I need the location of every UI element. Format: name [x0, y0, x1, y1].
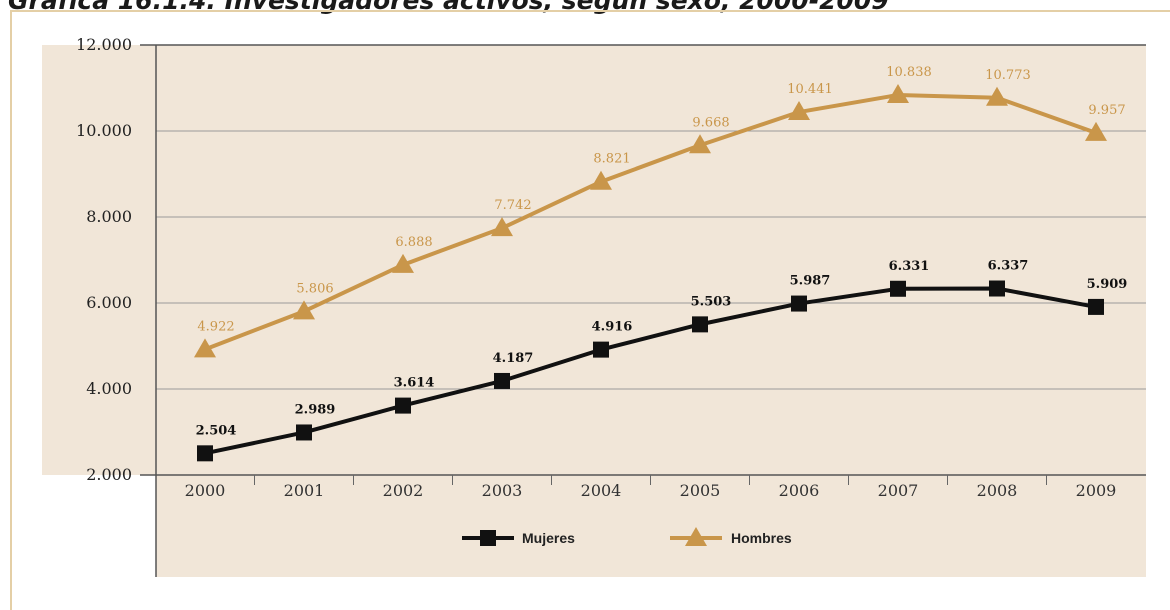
data-label: 6.337: [988, 259, 1029, 274]
data-label: 4.916: [592, 320, 633, 335]
data-label: 10.838: [886, 65, 932, 80]
x-tick-label: 2006: [779, 481, 820, 500]
series-line: [204, 92, 1097, 352]
data-point: [593, 341, 609, 358]
data-label: 4.187: [493, 351, 534, 366]
y-tick-label: 10.000: [76, 121, 132, 140]
legend-item-hombres: Hombres: [670, 527, 792, 546]
legend-marker: [480, 530, 496, 546]
x-tick-label: 2008: [977, 481, 1018, 500]
data-point: [491, 217, 513, 237]
data-point: [494, 372, 510, 389]
x-axis-ticks: 2000 2001 2002 2003 2004 2005 2006 2007 2008 2009: [185, 475, 1117, 500]
y-tick-label: 2.000: [86, 465, 132, 484]
legend-label: Mujeres: [522, 530, 575, 546]
legend-item-mujeres: Mujeres: [462, 530, 575, 546]
data-label: 7.742: [494, 198, 531, 213]
series-hombres: 4.922 5.806 6.888 7.742 8.821 9.668 10.441 10.8…: [194, 65, 1126, 358]
plot-background-left: [42, 45, 156, 475]
y-tick-label: 6.000: [86, 293, 132, 312]
data-point: [1088, 298, 1104, 315]
data-label: 5.987: [790, 274, 831, 289]
x-tick-label: 2009: [1076, 481, 1117, 500]
y-tick-label: 8.000: [86, 207, 132, 226]
legend-label: Hombres: [731, 530, 792, 546]
data-label: 8.821: [593, 152, 630, 167]
data-label: 2.504: [196, 423, 237, 438]
series-mujeres: 2.504 2.989 3.614 4.187 4.916 5.503 5.987 6.331…: [196, 259, 1128, 462]
data-point: [788, 101, 810, 121]
data-label: 4.922: [197, 319, 234, 334]
x-tick-label: 2002: [383, 481, 424, 500]
data-point: [1085, 121, 1107, 141]
data-label: 6.888: [395, 235, 432, 250]
data-point: [296, 424, 312, 441]
y-tick-label: 12.000: [76, 35, 132, 54]
data-point: [989, 280, 1005, 297]
plot-background: [156, 45, 1146, 577]
x-tick-label: 2005: [680, 481, 721, 500]
data-point: [197, 445, 213, 462]
data-point: [395, 397, 411, 414]
data-point: [293, 300, 315, 320]
data-label: 6.331: [889, 259, 930, 274]
data-label: 5.806: [296, 281, 333, 296]
data-label: 9.668: [692, 115, 729, 130]
data-label: 9.957: [1088, 103, 1125, 118]
data-point: [689, 134, 711, 154]
legend-marker: [685, 527, 707, 546]
y-axis-ticks: 2.000 4.000 6.000 8.000 10.000 12.000: [76, 35, 132, 484]
data-point: [986, 86, 1008, 106]
series-layer: 2.504 2.989 3.614 4.187 4.916 5.503 5.987 6.331…: [194, 65, 1128, 462]
data-label: 2.989: [295, 402, 336, 417]
data-point: [890, 280, 906, 297]
data-point: [887, 83, 909, 103]
x-tick-label: 2004: [581, 481, 622, 500]
gridlines: [140, 44, 1146, 476]
x-tick-label: 2000: [185, 481, 226, 500]
x-tick-label: 2001: [284, 481, 325, 500]
data-point: [791, 295, 807, 312]
y-tick-label: 4.000: [86, 379, 132, 398]
data-label: 3.614: [394, 376, 435, 391]
data-label: 10.441: [787, 82, 833, 97]
legend: Mujeres Hombres: [462, 527, 792, 546]
data-label: 5.909: [1087, 277, 1128, 292]
chart-frame: [10, 10, 1170, 610]
data-label: 5.503: [691, 294, 732, 309]
data-label: 10.773: [985, 68, 1031, 83]
data-point: [194, 338, 216, 358]
x-tick-label: 2003: [482, 481, 523, 500]
data-point: [392, 253, 414, 273]
series-line: [204, 286, 1097, 456]
data-point: [590, 170, 612, 190]
data-point: [692, 316, 708, 333]
x-tick-label: 2007: [878, 481, 919, 500]
